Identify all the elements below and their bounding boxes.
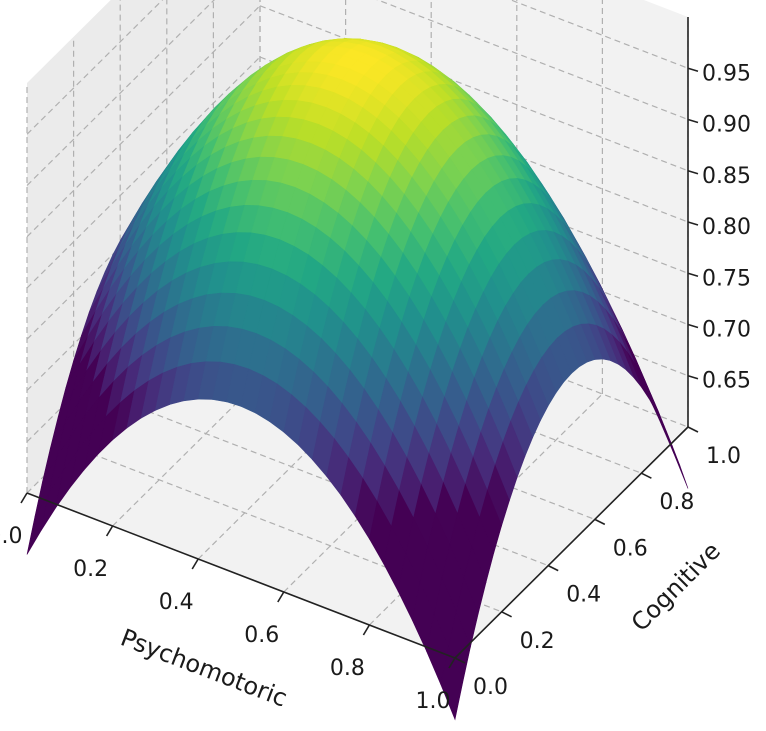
y-tick-mark bbox=[594, 518, 606, 526]
y-axis-line bbox=[454, 426, 689, 659]
y-tick-mark bbox=[454, 657, 466, 664]
y-tick-mark bbox=[641, 472, 652, 479]
y-tick-label: 0.2 bbox=[520, 629, 555, 654]
x-tick-mark bbox=[191, 558, 199, 570]
y-tick-label: 0.4 bbox=[566, 583, 601, 608]
back-gridline-z bbox=[376, 0, 689, 121]
z-tick-label: 0.90 bbox=[702, 113, 751, 138]
surface-facet bbox=[440, 645, 464, 721]
y-tick-label: 0.6 bbox=[613, 536, 648, 561]
x-tick-mark bbox=[20, 492, 28, 504]
x-tick-mark bbox=[448, 657, 456, 669]
y-tick-label: 0.0 bbox=[473, 675, 508, 700]
z-tick-label: 0.65 bbox=[702, 369, 751, 394]
floor-gridline-y bbox=[213, 307, 642, 474]
floor-gridline-y bbox=[259, 261, 689, 428]
z-tick-mark bbox=[687, 323, 699, 329]
x-tick-label: 0.4 bbox=[159, 590, 194, 615]
y-tick-mark bbox=[687, 426, 699, 433]
x-axis-line bbox=[26, 492, 456, 659]
x-tick-mark bbox=[105, 525, 114, 537]
back-gridline-z bbox=[509, 0, 689, 69]
y-tick-mark bbox=[547, 564, 559, 572]
y-tick-mark bbox=[501, 611, 512, 618]
side-gridline-z bbox=[26, 0, 164, 135]
x-tick-label: 0.0 bbox=[0, 524, 23, 549]
y-tick-label: 0.8 bbox=[659, 490, 694, 515]
z-tick-mark bbox=[687, 374, 699, 380]
back-gridline-z bbox=[259, 56, 689, 223]
axis-lines bbox=[20, 17, 699, 669]
z-tick-label: 0.75 bbox=[702, 266, 751, 291]
surface-plot bbox=[26, 38, 689, 721]
z-tick-mark bbox=[687, 221, 699, 226]
x-tick-mark bbox=[277, 591, 285, 603]
x-tick-label: 1.0 bbox=[416, 689, 451, 714]
x-tick-label: 0.6 bbox=[244, 623, 279, 648]
back-gridline-z bbox=[259, 158, 689, 326]
x-tick-label: 0.8 bbox=[330, 656, 365, 681]
side-gridline-z bbox=[26, 5, 261, 238]
x-tick-mark bbox=[362, 624, 371, 636]
tick-labels: 0.0 0.2 0.4 0.6 0.8 1.0 0.0 0.2 0.4 0.6 0.8 1.0 0.65… bbox=[0, 61, 751, 714]
z-tick-label: 0.85 bbox=[702, 164, 751, 189]
z-tick-mark bbox=[687, 67, 699, 73]
z-tick-mark bbox=[687, 272, 699, 278]
z-tick-mark bbox=[687, 118, 699, 124]
back-gridline-z bbox=[259, 5, 689, 172]
side-gridline-z bbox=[26, 56, 261, 289]
z-tick-label: 0.95 bbox=[702, 61, 751, 86]
z-tick-label: 0.70 bbox=[702, 318, 751, 343]
floor-gridline-y bbox=[166, 353, 596, 520]
side-gridline-z bbox=[26, 0, 215, 186]
y-tick-label: 1.0 bbox=[706, 444, 741, 469]
back-gridline-z bbox=[259, 107, 689, 274]
z-tick-label: 0.80 bbox=[702, 215, 751, 240]
z-tick-mark bbox=[687, 169, 699, 175]
x-tick-label: 0.2 bbox=[73, 557, 108, 582]
